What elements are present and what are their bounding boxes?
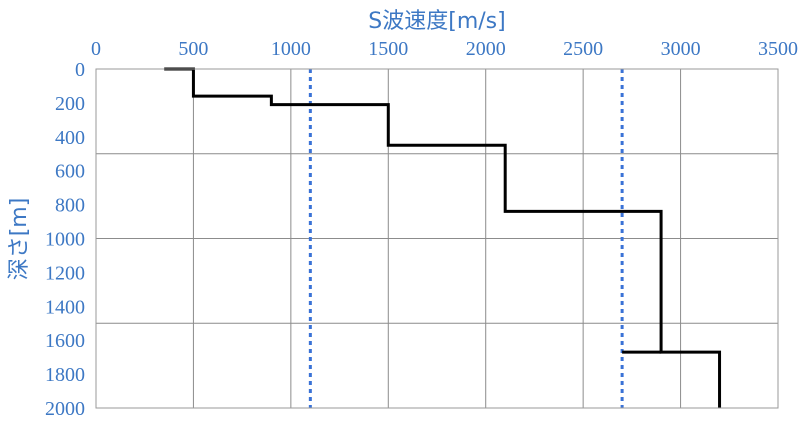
x-tick-label: 2000 [466, 38, 506, 60]
x-axis-title: S波速度[m/s] [368, 9, 505, 34]
y-tick-label: 600 [55, 161, 85, 183]
grid-layer [96, 69, 779, 408]
tick-labels: 0 500 1000 1500 2000 2500 3000 3500 0 200 400 600 80… [45, 38, 798, 420]
x-tick-label: 3500 [758, 38, 798, 60]
y-tick-label: 200 [55, 93, 85, 115]
y-tick-label: 1600 [45, 330, 85, 352]
y-tick-label: 1200 [45, 262, 85, 284]
y-tick-label: 1000 [45, 229, 85, 251]
y-tick-label: 1400 [45, 296, 85, 318]
y-tick-label: 800 [55, 195, 85, 217]
x-tick-label: 0 [91, 38, 101, 60]
x-tick-label: 2500 [563, 38, 603, 60]
x-tick-label: 3000 [661, 38, 701, 60]
y-tick-label: 2000 [45, 398, 85, 420]
y-tick-label: 1800 [45, 364, 85, 386]
x-tick-label: 1000 [271, 38, 311, 60]
plot-frame [95, 68, 779, 409]
x-tick-label: 500 [178, 38, 208, 60]
x-tick-label: 1500 [368, 38, 408, 60]
y-tick-label: 400 [55, 127, 85, 149]
series-layer [164, 67, 722, 408]
y-tick-label: 0 [75, 59, 85, 81]
y-axis-title: 深さ[m] [7, 198, 32, 281]
velocity-profile-line [164, 67, 722, 408]
